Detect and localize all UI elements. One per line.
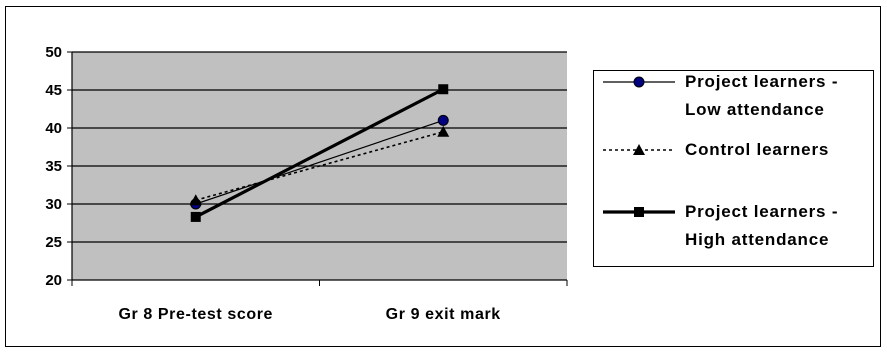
y-tick-label: 20 (45, 272, 62, 289)
y-tick-label: 50 (45, 44, 62, 61)
y-tick-label: 45 (45, 82, 62, 99)
data-point (437, 125, 450, 137)
series-2 (189, 125, 450, 206)
y-tick-label: 30 (45, 196, 62, 213)
legend-swatch-marker (633, 144, 645, 155)
data-point (437, 114, 449, 126)
legend-entry: Control learners (603, 140, 829, 159)
series-line (195, 87, 444, 219)
legend-label: High attendance (685, 230, 829, 249)
data-point (189, 194, 202, 206)
x-tick-label: Gr 9 exit mark (386, 306, 501, 323)
x-tick-label: Gr 8 Pre-test score (118, 306, 273, 323)
legend-swatch-marker (633, 76, 645, 88)
axes: 20 25 30 35 40 45 50 Gr 8 Pre-test score Gr 9 ex… (45, 44, 568, 323)
legend-label: Low attendance (685, 100, 825, 119)
y-tick-label: 40 (45, 120, 62, 137)
legend-label: Control learners (685, 140, 829, 159)
data-point (190, 211, 201, 222)
legend-label: Project learners - (685, 72, 838, 91)
y-tick-label: 25 (45, 234, 62, 251)
legend-label: Project learners - (685, 202, 838, 221)
legend-entry: Project learners - Low attendance (603, 72, 838, 119)
legend-entry: Project learners - High attendance (603, 202, 838, 249)
series-line (195, 131, 444, 201)
series-layer (189, 84, 450, 222)
y-tick-label: 35 (45, 158, 62, 175)
legend-swatch-marker (634, 207, 644, 217)
series-line (195, 119, 444, 205)
series-3 (190, 84, 449, 222)
legend: Project learners - Low attendance Control … (593, 70, 874, 267)
data-point (438, 84, 449, 95)
legend-box (593, 70, 874, 267)
